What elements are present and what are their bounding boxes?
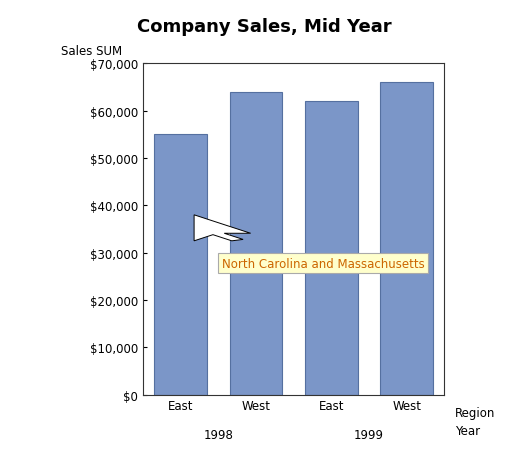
Bar: [305, 102, 358, 395]
Bar: [154, 135, 207, 395]
Text: Sales SUM: Sales SUM: [61, 45, 123, 58]
Text: Year: Year: [455, 425, 480, 437]
Bar: [380, 83, 433, 395]
Text: 1998: 1998: [203, 428, 233, 441]
Text: North Carolina and Massachusetts: North Carolina and Massachusetts: [222, 257, 425, 270]
Bar: [230, 93, 282, 395]
Text: Region: Region: [455, 406, 495, 419]
Polygon shape: [194, 215, 251, 241]
Text: 1999: 1999: [354, 428, 384, 441]
Text: Company Sales, Mid Year: Company Sales, Mid Year: [137, 18, 392, 36]
